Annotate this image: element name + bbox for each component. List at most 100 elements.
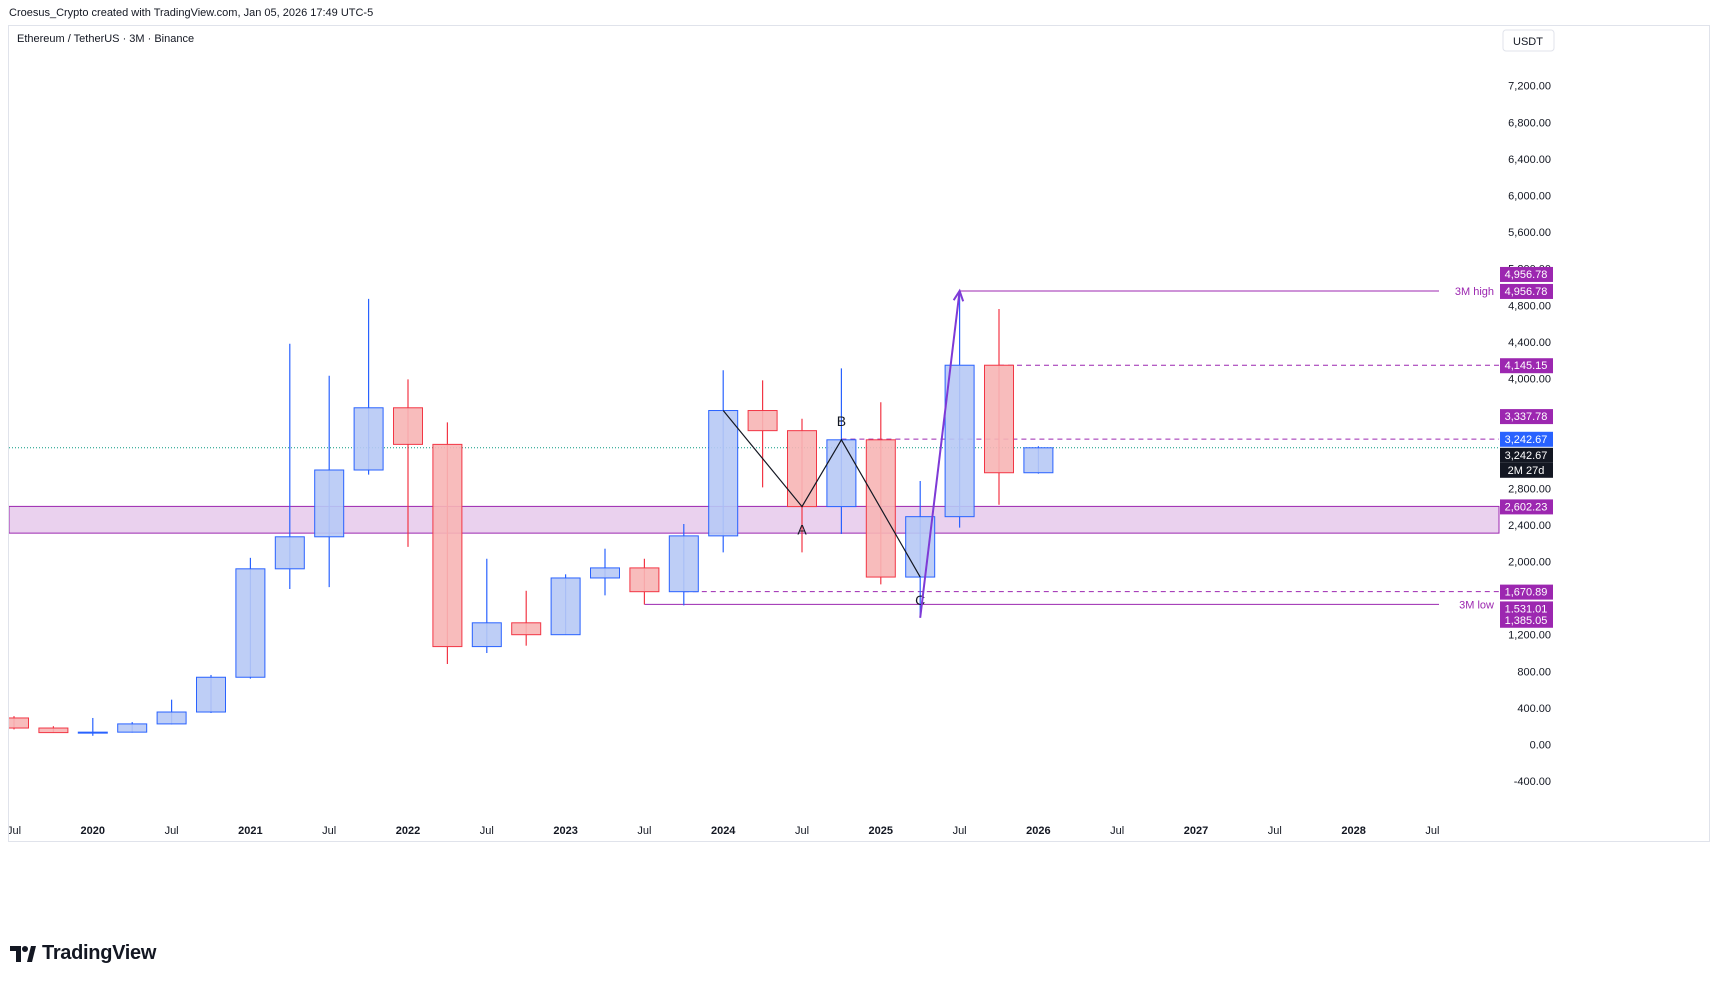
abc-pattern-line	[722, 410, 921, 578]
y-tick-label: 2,000.00	[1508, 557, 1551, 569]
x-tick-label: 2026	[1026, 825, 1050, 837]
y-tick-label: 6,400.00	[1508, 154, 1551, 166]
chart-credit: Croesus_Crypto created with TradingView.…	[9, 7, 374, 19]
x-tick-label: Jul	[322, 825, 336, 837]
price-tag	[1500, 584, 1553, 600]
price-tag	[1500, 601, 1553, 617]
y-tick-label: 800.00	[1517, 666, 1551, 678]
x-tick-label: Jul	[165, 825, 179, 837]
candle-body	[77, 731, 108, 734]
abc-point-label: C	[915, 592, 925, 608]
candle-body	[629, 567, 660, 593]
price-tag	[1500, 358, 1553, 374]
candle-body	[984, 364, 1014, 474]
chart-panel[interactable]: 3M high 3M low A B C -400.00 0.00 400.00 800.0…	[8, 25, 1710, 842]
y-tick-label: 400.00	[1517, 703, 1551, 715]
price-tag	[1500, 266, 1553, 282]
candle-body	[747, 410, 778, 432]
y-tick-label: 5,600.00	[1508, 227, 1551, 239]
candle-body	[471, 622, 502, 648]
y-tick-label: 4,800.00	[1508, 300, 1551, 312]
candle-body	[826, 439, 857, 508]
x-tick-label: Jul	[953, 825, 967, 837]
x-tick-label: 2023	[553, 825, 577, 837]
candle-body	[196, 676, 226, 713]
level-label: 3M high	[1455, 286, 1494, 298]
price-tag-label: 4,956.78	[1505, 269, 1548, 281]
x-tick-label: 2022	[396, 825, 420, 837]
symbol-title: Ethereum / TetherUS · 3M · Binance	[17, 33, 194, 45]
candle-body	[590, 567, 620, 579]
tradingview-logo-icon	[10, 945, 36, 962]
tradingview-logo[interactable]: TradingView	[10, 942, 156, 965]
candle-body	[905, 516, 936, 578]
candle-body	[314, 469, 345, 538]
countdown-tag	[1500, 462, 1553, 478]
y-tick-label: 4,400.00	[1508, 337, 1551, 349]
candle-body	[117, 723, 148, 733]
candle-body	[708, 410, 739, 537]
price-tag-label: 1,531.01	[1505, 603, 1548, 615]
price-tag	[1500, 612, 1553, 628]
price-tag-label: 4,145.15	[1505, 360, 1548, 372]
projection-arrow	[919, 290, 961, 618]
candlestick-chart[interactable]: 3M high 3M low A B C -400.00 0.00 400.00 800.0…	[9, 26, 1709, 841]
price-tag	[1500, 283, 1553, 299]
y-tick-label: 1,200.00	[1508, 630, 1551, 642]
price-tag-label: 1,670.89	[1505, 587, 1548, 599]
candle-body	[235, 568, 266, 678]
price-tag	[1500, 409, 1553, 425]
candle-body	[38, 727, 69, 734]
price-tag	[1500, 499, 1553, 515]
abc-point-label: B	[837, 413, 846, 429]
candle-body	[511, 622, 542, 636]
y-tick-label: 4,000.00	[1508, 374, 1551, 386]
y-tick-label: -400.00	[1514, 776, 1551, 788]
price-tag-label: 1,385.05	[1505, 615, 1548, 627]
x-tick-label: Jul	[637, 825, 651, 837]
candle-body	[550, 577, 581, 636]
price-tag-label: 3,242.67	[1505, 434, 1548, 446]
y-tick-label: 0.00	[1530, 740, 1551, 752]
x-tick-label: 2028	[1341, 825, 1365, 837]
tradingview-brand: TradingView	[42, 942, 157, 964]
countdown-label: 2M 27d	[1508, 465, 1545, 477]
price-tag	[1500, 431, 1553, 447]
x-tick-label: Jul	[480, 825, 494, 837]
x-tick-label: 2021	[238, 825, 262, 837]
price-tag-label: 3,337.78	[1505, 411, 1548, 423]
abc-point-label: A	[797, 522, 807, 538]
candle-body	[944, 364, 975, 518]
candle-body	[668, 535, 699, 593]
x-tick-label: 2025	[869, 825, 893, 837]
x-tick-label: 2027	[1184, 825, 1208, 837]
candle-body	[156, 711, 187, 725]
projection-arrowhead	[952, 288, 965, 302]
x-tick-label: Jul	[1268, 825, 1282, 837]
candle-body	[393, 407, 423, 445]
candle-body	[274, 536, 305, 570]
x-tick-label: 2024	[711, 825, 736, 837]
y-tick-label: 2,800.00	[1508, 483, 1551, 495]
y-tick-label: 6,800.00	[1508, 117, 1551, 129]
price-tag-label: 2,602.23	[1505, 501, 1548, 513]
x-tick-label: Jul	[9, 825, 21, 837]
price-tag-label: 3,242.67	[1505, 450, 1548, 462]
x-tick-label: Jul	[795, 825, 809, 837]
level-label: 3M low	[1459, 599, 1494, 611]
candle-body	[787, 430, 817, 508]
currency-button[interactable]: USDT	[1502, 29, 1555, 52]
candle-body	[432, 443, 463, 648]
x-tick-label: Jul	[1110, 825, 1124, 837]
candle-body	[353, 407, 384, 471]
candle-body	[9, 717, 29, 729]
y-tick-label: 6,000.00	[1508, 191, 1551, 203]
x-tick-label: Jul	[1425, 825, 1439, 837]
y-tick-label: 7,200.00	[1508, 81, 1551, 93]
price-tag	[1500, 447, 1553, 463]
support-zone	[9, 505, 1500, 534]
candle-body	[1023, 447, 1054, 474]
y-tick-label: 2,400.00	[1508, 520, 1551, 532]
x-tick-label: 2020	[81, 825, 105, 837]
price-tag-label: 4,956.78	[1505, 286, 1548, 298]
